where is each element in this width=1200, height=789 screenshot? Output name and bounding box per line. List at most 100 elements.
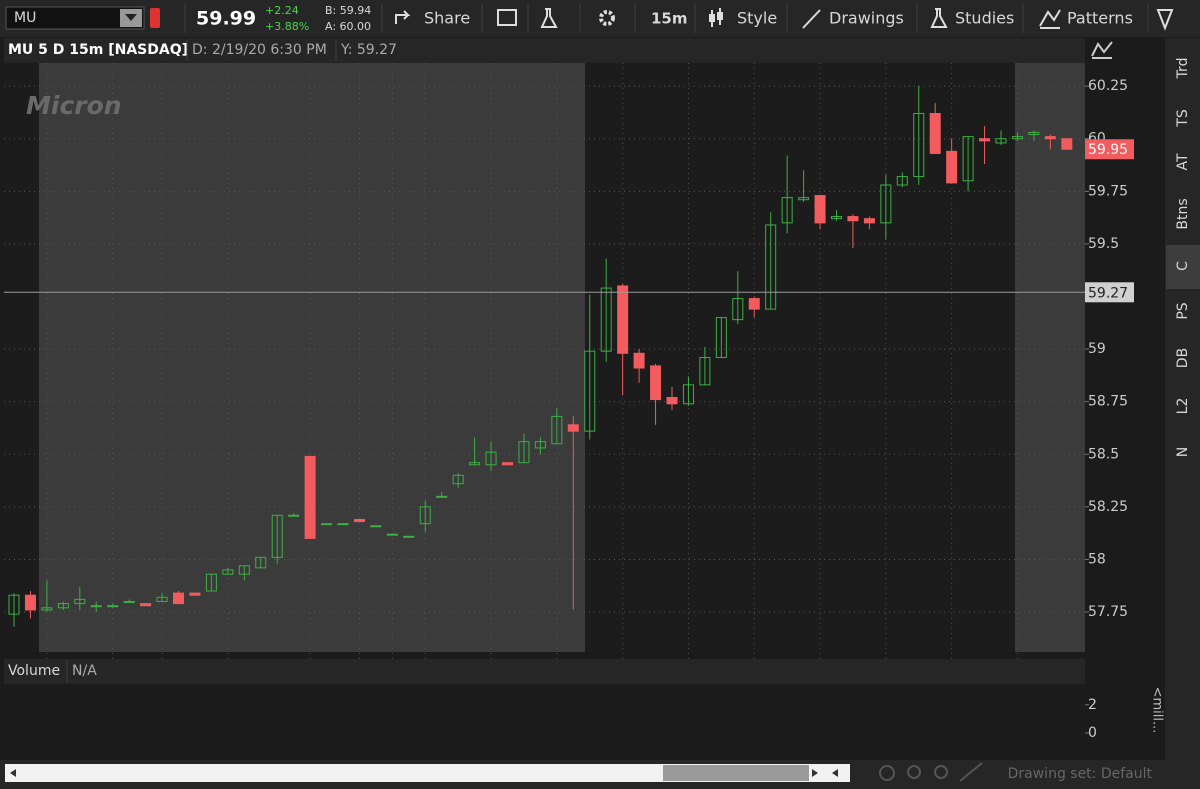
crosshair-label-box <box>1085 282 1134 303</box>
volume-axis-label: <mill... <box>1150 687 1165 734</box>
chart-title: MU 5 D 15m [NASDAQ] <box>8 42 188 58</box>
scrollbar-thumb[interactable] <box>663 765 809 781</box>
candle-body <box>748 298 760 310</box>
candle-body <box>8 594 20 615</box>
candle-body <box>995 138 1007 144</box>
scroll-left[interactable] <box>10 769 16 777</box>
candle-body <box>617 285 629 354</box>
candle-body <box>847 216 859 222</box>
active-tab <box>1166 245 1200 289</box>
candle-body <box>255 556 267 569</box>
candle-body <box>1028 131 1040 136</box>
candle-body <box>123 601 135 604</box>
candle-body <box>24 594 36 611</box>
candle-body <box>929 112 941 154</box>
candle-body <box>41 607 53 611</box>
sidebar-tab[interactable]: PS <box>1175 302 1191 319</box>
candle-body <box>140 603 152 607</box>
dropdown-arrow <box>125 14 137 21</box>
candle-body <box>962 136 974 182</box>
link-icon[interactable] <box>150 8 160 28</box>
symbol[interactable]: MU <box>14 10 36 26</box>
scroll-buttons[interactable] <box>812 769 838 777</box>
candle-body <box>913 112 925 178</box>
cursor-value: Y: 59.27 <box>340 42 397 58</box>
candle-body <box>1011 136 1023 140</box>
sidebar-tab[interactable]: AT <box>1175 153 1191 170</box>
candle-body <box>699 357 711 386</box>
sidebar-tab[interactable]: DB <box>1175 348 1191 368</box>
drawings-button[interactable]: Drawings <box>829 9 904 28</box>
candle-body <box>863 218 875 224</box>
sidebar <box>1165 38 1200 760</box>
candle-body <box>781 197 793 224</box>
candle-body <box>288 514 300 517</box>
candle-body <box>419 506 431 525</box>
candle-body <box>551 415 563 445</box>
sidebar-tab[interactable]: L2 <box>1175 398 1191 415</box>
candle-body <box>156 596 168 603</box>
flask-icon[interactable] <box>540 8 558 28</box>
candle-body <box>666 396 678 405</box>
studies-button[interactable]: Studies <box>955 9 1014 28</box>
style-button[interactable]: Style <box>737 9 777 28</box>
zoom-tools[interactable] <box>879 762 983 782</box>
candle-body <box>403 535 415 538</box>
candle-body <box>205 573 217 592</box>
alert-icon[interactable] <box>1156 9 1174 31</box>
watermark: Micron <box>26 91 122 120</box>
candle-body <box>189 592 201 596</box>
candle-body <box>469 462 481 466</box>
candle-body <box>715 317 727 358</box>
symbol-box[interactable] <box>5 6 145 30</box>
y-tick-label: 58.75 <box>1088 394 1128 410</box>
volume-title: Volume <box>8 663 60 679</box>
y-tick-label: 2 <box>1088 697 1097 713</box>
candle-body <box>567 424 579 432</box>
drawings-icon[interactable] <box>802 9 821 29</box>
candle-body <box>386 533 398 536</box>
share-button[interactable]: Share <box>424 9 470 28</box>
candle-body <box>321 523 333 526</box>
sidebar-tab[interactable]: TS <box>1175 109 1191 128</box>
candle-body <box>436 495 448 498</box>
extended-hours-shading <box>39 63 585 652</box>
y-tick-label: 59 <box>1088 341 1106 357</box>
candle-body <box>107 605 119 608</box>
candle-body <box>485 451 497 466</box>
candle-body <box>946 150 958 184</box>
y-tick-label: 59.75 <box>1088 183 1128 199</box>
candle-body <box>173 592 184 605</box>
candle-body <box>584 350 596 432</box>
candle-body <box>337 523 349 526</box>
patterns-icon[interactable] <box>1039 9 1061 29</box>
candle-body <box>765 224 777 310</box>
drawing-set[interactable]: Drawing set: Default <box>1008 766 1153 782</box>
patterns-button[interactable]: Patterns <box>1067 9 1133 28</box>
y-tick-label: 0 <box>1088 725 1097 741</box>
candle-body <box>534 441 546 449</box>
chart-style-icon[interactable] <box>1091 41 1113 59</box>
sidebar-tab[interactable]: C <box>1175 261 1191 271</box>
settings-icon[interactable] <box>599 10 615 26</box>
style-icon-body <box>709 14 715 22</box>
candle-body <box>74 598 86 605</box>
last-price-box <box>1085 139 1134 160</box>
sidebar-tab[interactable]: N <box>1175 447 1191 457</box>
candle-body <box>222 569 234 575</box>
y-tick-label: 58 <box>1088 551 1106 567</box>
scrollbar-track[interactable] <box>5 764 850 782</box>
volume-header <box>4 659 1085 684</box>
time-axis <box>4 736 1085 760</box>
candle-body <box>732 298 744 321</box>
candle-body <box>979 138 991 142</box>
news-icon[interactable] <box>497 9 517 26</box>
sidebar-tab[interactable]: Trd <box>1175 58 1191 80</box>
studies-icon[interactable] <box>930 8 948 28</box>
chart-header <box>4 38 1085 63</box>
candle-body <box>271 514 283 558</box>
share-icon[interactable] <box>395 10 411 24</box>
sidebar-tab[interactable]: Btns <box>1175 198 1191 229</box>
timeframe-button[interactable]: 15m <box>651 10 688 28</box>
